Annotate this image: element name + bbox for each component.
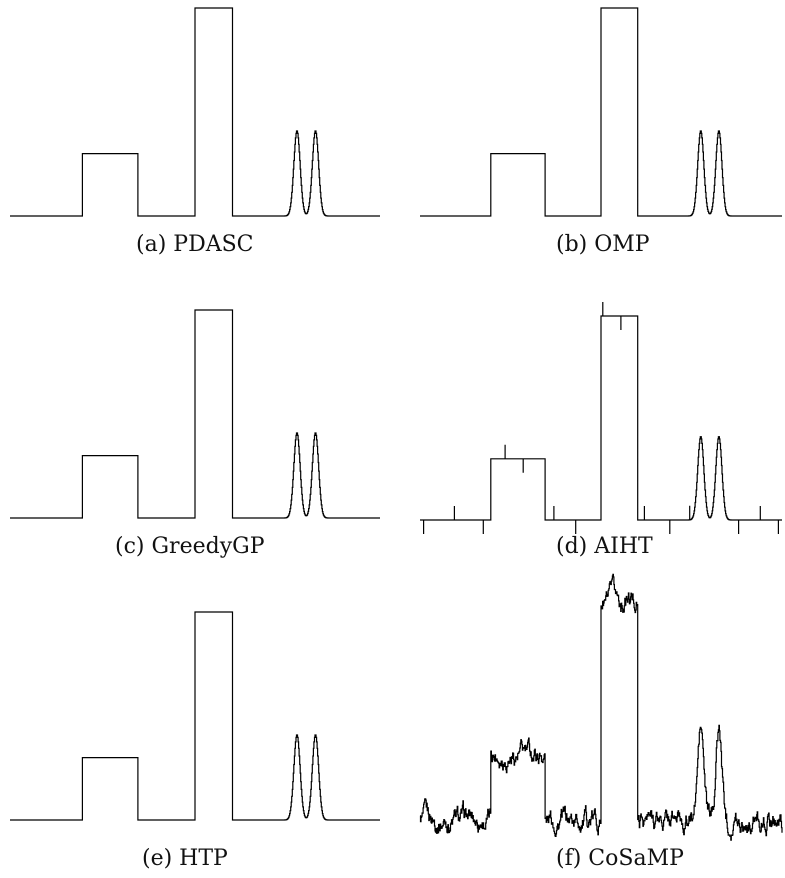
signal-line [420, 302, 782, 534]
caption-e: (e) HTP [142, 846, 228, 871]
panel-a [10, 6, 380, 218]
plot-e [10, 611, 380, 821]
panel-e [10, 610, 380, 822]
signal-line [10, 7, 380, 217]
plot-b [420, 7, 782, 217]
signal-line [10, 611, 380, 821]
panel-f [419, 573, 783, 841]
caption-d: (d) AIHT [556, 534, 653, 559]
signal-line [419, 573, 783, 841]
panel-c [10, 308, 380, 520]
signal-line [10, 309, 380, 519]
signal-line [420, 7, 782, 217]
caption-f: (f) CoSaMP [556, 846, 684, 871]
caption-b: (b) OMP [556, 232, 650, 257]
panel-d [420, 294, 782, 534]
panel-b [420, 6, 782, 218]
caption-c: (c) GreedyGP [115, 534, 265, 559]
plot-f [419, 573, 783, 841]
plot-c [10, 309, 380, 519]
plot-a [10, 7, 380, 217]
caption-a: (a) PDASC [136, 232, 254, 257]
plot-d [420, 302, 782, 534]
